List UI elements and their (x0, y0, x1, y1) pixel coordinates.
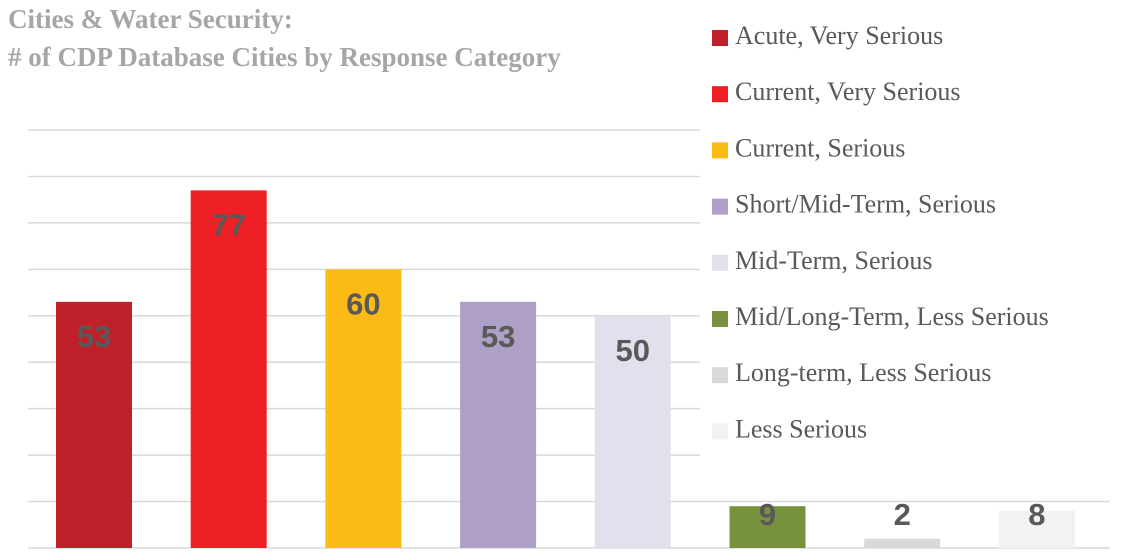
bar (325, 269, 402, 548)
legend-label: Short/Mid-Term, Serious (735, 190, 996, 219)
bar (460, 301, 537, 548)
data-label: 50 (616, 333, 650, 368)
legend-swatch (712, 423, 728, 440)
legend-swatch (712, 30, 728, 46)
legend-swatch (712, 142, 728, 159)
legend-label: Less Serious (735, 414, 867, 443)
data-label: 53 (481, 319, 515, 354)
legend-label: Mid-Term, Serious (735, 246, 933, 275)
bar (864, 538, 941, 548)
data-label: 8 (1028, 497, 1045, 532)
data-label: 60 (346, 287, 380, 322)
legend-swatch (712, 367, 728, 384)
legend-label: Current, Serious (735, 133, 905, 162)
data-label: 77 (211, 208, 245, 243)
legend-swatch (712, 311, 728, 327)
legend-label: Acute, Very Serious (735, 21, 943, 50)
bar (729, 506, 806, 548)
data-label: 2 (894, 497, 911, 532)
chart-title: Cities & Water Security: (8, 4, 293, 34)
legend-background (700, 18, 1122, 464)
data-label: 53 (77, 319, 111, 354)
legend-label: Current, Very Serious (735, 77, 961, 106)
legend-label: Mid/Long-Term, Less Serious (735, 302, 1049, 331)
bar (56, 301, 132, 548)
bar (594, 315, 671, 548)
data-label: 9 (759, 497, 776, 532)
bar (998, 510, 1075, 548)
bar (190, 190, 267, 548)
chart-subtitle: # of CDP Database Cities by Response Cat… (8, 42, 561, 72)
legend-swatch (712, 254, 728, 271)
legend-swatch (712, 198, 728, 215)
legend-label: Long-term, Less Serious (735, 358, 991, 387)
legend-swatch (712, 86, 728, 103)
